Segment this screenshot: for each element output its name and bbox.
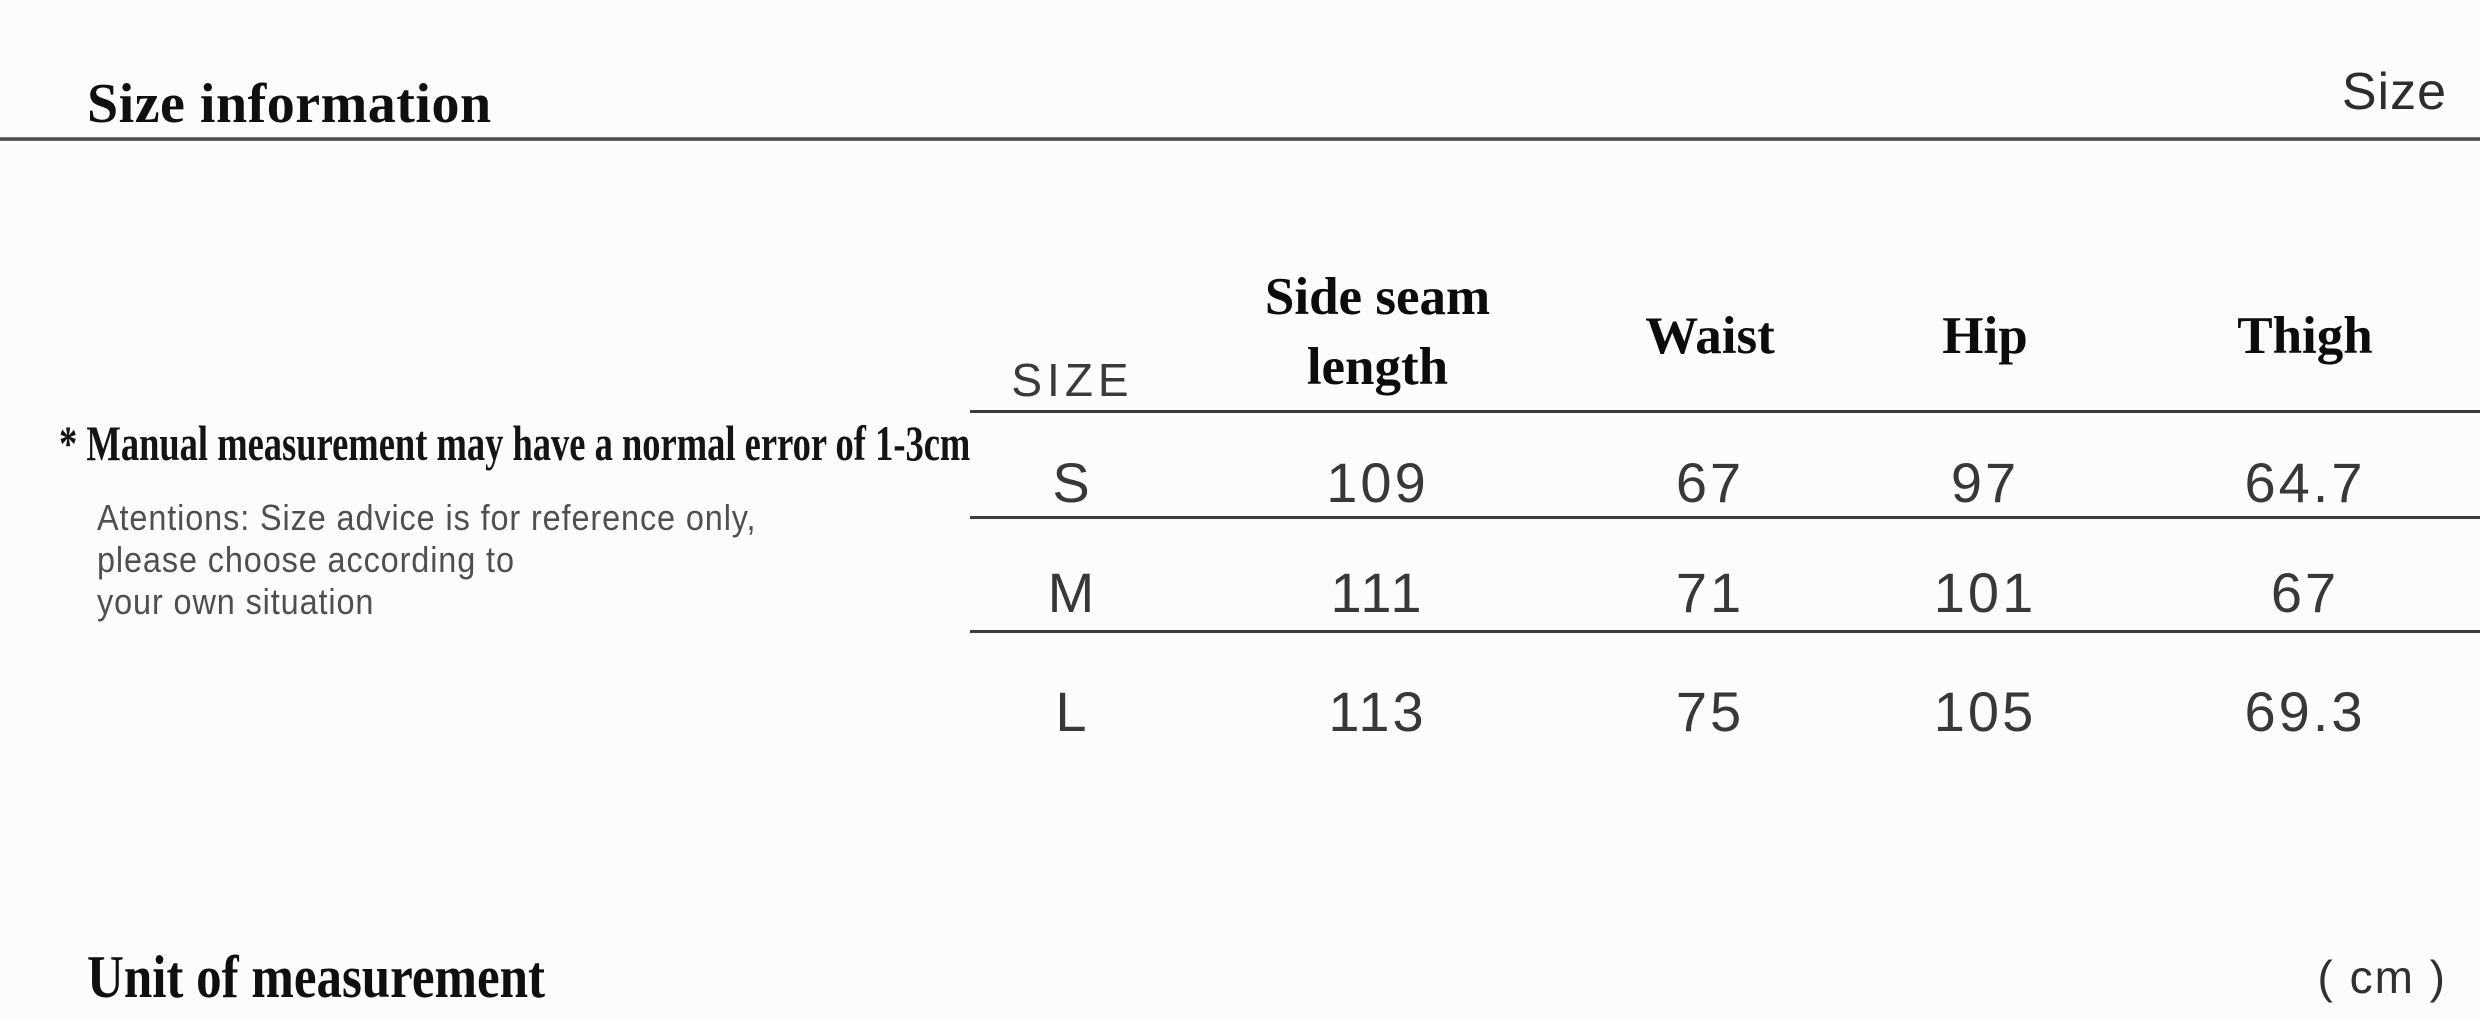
- attention-note: Atentions: Size advice is for reference …: [97, 497, 756, 623]
- table-row-s: S 109 67 97 64.7: [970, 413, 2480, 519]
- cell-l-hip: 105: [1933, 679, 2037, 743]
- unit-value-cm: ( cm ): [2317, 951, 2447, 1003]
- attention-note-line2: please choose according to: [97, 539, 515, 580]
- cell-l-thigh: 69.3: [2244, 679, 2366, 743]
- cell-s-waist: 67: [1675, 451, 1745, 514]
- column-header-side-seam-text: Side seam length: [1264, 268, 1491, 396]
- column-header-size: SIZE: [1011, 354, 1134, 406]
- table-row-l: L 113 75 105 69.3: [970, 633, 2480, 753]
- cell-s-size: S: [1052, 451, 1093, 514]
- attention-note-line1: Atentions: Size advice is for reference …: [97, 497, 757, 538]
- cell-m-side-seam: 111: [1330, 561, 1425, 624]
- size-table-header: SIZE Side seam length Waist Hip Thigh: [970, 240, 2480, 413]
- cell-l-side-seam: 113: [1328, 679, 1427, 743]
- cell-s-thigh: 64.7: [2244, 451, 2366, 514]
- page-title: Size information: [87, 73, 492, 135]
- cell-m-hip: 101: [1933, 561, 2037, 624]
- cell-l-waist: 75: [1675, 679, 1745, 743]
- size-table: SIZE Side seam length Waist Hip Thigh S …: [970, 240, 2480, 753]
- cell-s-hip: 97: [1950, 451, 2020, 514]
- corner-size-label: Size: [2341, 63, 2447, 121]
- column-header-waist: Waist: [1645, 307, 1775, 365]
- column-header-side-seam: Side seam length: [1175, 240, 1580, 410]
- measurement-error-note: * Manual measurement may have a normal e…: [59, 415, 971, 471]
- cell-s-side-seam: 109: [1326, 451, 1429, 514]
- column-header-thigh: Thigh: [2237, 307, 2373, 365]
- cell-l-size: L: [1055, 679, 1090, 743]
- cell-m-waist: 71: [1675, 561, 1745, 624]
- column-header-hip: Hip: [1942, 307, 2028, 365]
- table-row-m: M 111 71 101 67: [970, 519, 2480, 633]
- attention-note-line3: your own situation: [97, 581, 375, 622]
- cell-m-thigh: 67: [2270, 561, 2340, 624]
- unit-of-measurement-label: Unit of measurement: [87, 944, 545, 1010]
- cell-m-size: M: [1047, 561, 1098, 624]
- header-divider: [0, 137, 2480, 141]
